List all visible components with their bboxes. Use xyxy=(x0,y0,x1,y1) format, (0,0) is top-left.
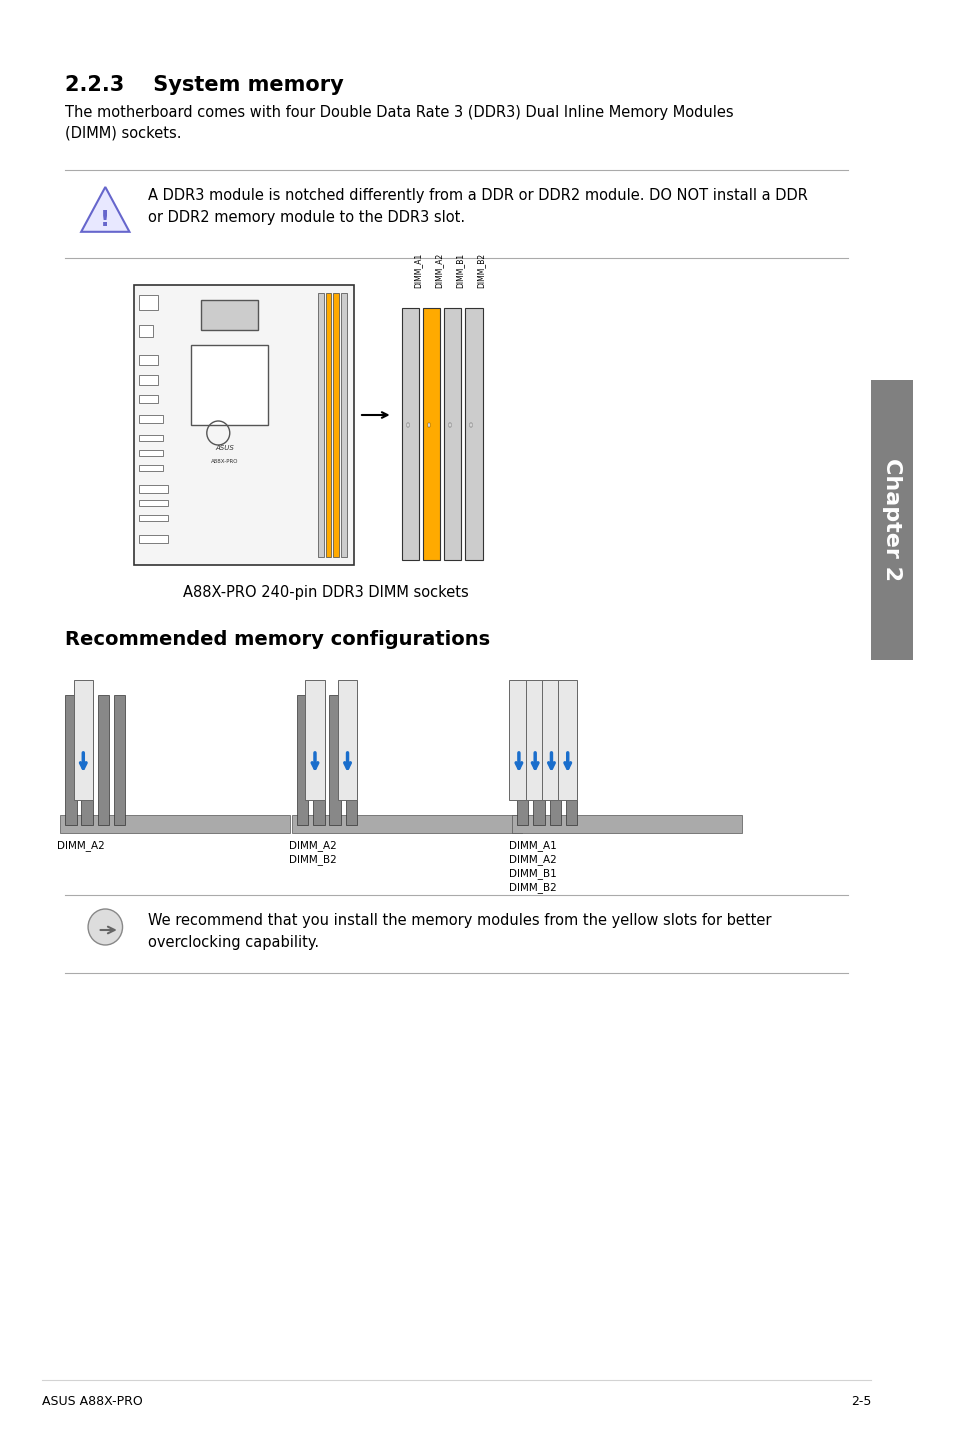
Bar xyxy=(81,695,92,825)
Bar xyxy=(139,535,168,544)
FancyBboxPatch shape xyxy=(133,285,354,565)
Bar xyxy=(407,423,409,427)
Bar xyxy=(423,308,440,559)
Text: 2.2.3    System memory: 2.2.3 System memory xyxy=(65,75,343,95)
Text: DIMM_A1: DIMM_A1 xyxy=(509,840,557,851)
Text: DIMM_A2: DIMM_A2 xyxy=(57,840,105,851)
Bar xyxy=(139,515,168,521)
Bar xyxy=(541,680,560,800)
Text: DIMM_A1: DIMM_A1 xyxy=(414,253,422,288)
Bar xyxy=(139,450,163,456)
Bar xyxy=(870,380,912,660)
Text: DIMM_B2: DIMM_B2 xyxy=(289,854,336,864)
Text: DIMM_B2: DIMM_B2 xyxy=(509,881,557,893)
Bar xyxy=(509,680,528,800)
Bar xyxy=(533,695,544,825)
Text: DIMM_A2: DIMM_A2 xyxy=(509,854,557,864)
Text: 2-5: 2-5 xyxy=(850,1395,870,1408)
Bar xyxy=(512,815,741,833)
Bar xyxy=(325,293,331,557)
Text: !: ! xyxy=(100,210,111,230)
Bar xyxy=(296,695,308,825)
Bar xyxy=(525,680,544,800)
Text: ASUS A88X-PRO: ASUS A88X-PRO xyxy=(42,1395,143,1408)
Text: DIMM_B1: DIMM_B1 xyxy=(509,869,557,879)
Bar xyxy=(317,293,323,557)
Bar xyxy=(139,464,163,472)
Bar xyxy=(305,680,324,800)
Text: DIMM_B2: DIMM_B2 xyxy=(476,253,485,288)
Bar xyxy=(449,423,451,427)
Bar xyxy=(517,695,528,825)
Text: DIMM_B1: DIMM_B1 xyxy=(456,253,464,288)
Bar xyxy=(558,680,577,800)
Bar xyxy=(139,500,168,506)
Bar xyxy=(65,695,76,825)
FancyArrowPatch shape xyxy=(100,926,114,933)
Text: DIMM_A2: DIMM_A2 xyxy=(435,253,443,288)
Polygon shape xyxy=(81,187,130,232)
Bar xyxy=(292,815,521,833)
Bar xyxy=(428,423,430,427)
Text: A88X-PRO 240-pin DDR3 DIMM sockets: A88X-PRO 240-pin DDR3 DIMM sockets xyxy=(182,585,468,600)
Bar xyxy=(73,680,92,800)
Bar xyxy=(139,295,158,311)
Text: The motherboard comes with four Double Data Rate 3 (DDR3) Dual Inline Memory Mod: The motherboard comes with four Double D… xyxy=(65,105,733,141)
Bar xyxy=(337,680,356,800)
Bar xyxy=(139,355,158,365)
Bar xyxy=(401,308,419,559)
Bar xyxy=(192,345,268,426)
Bar xyxy=(313,695,324,825)
Text: Recommended memory configurations: Recommended memory configurations xyxy=(65,630,490,649)
Bar xyxy=(340,293,346,557)
Bar xyxy=(465,308,482,559)
Bar xyxy=(470,423,472,427)
Bar xyxy=(139,395,158,403)
Bar xyxy=(201,301,258,329)
Bar xyxy=(97,695,109,825)
Bar xyxy=(113,695,125,825)
Bar xyxy=(139,485,168,493)
Text: Chapter 2: Chapter 2 xyxy=(882,459,902,581)
Bar xyxy=(139,375,158,385)
Bar xyxy=(60,815,290,833)
Bar xyxy=(139,436,163,441)
Bar xyxy=(345,695,356,825)
Circle shape xyxy=(88,909,122,945)
Bar xyxy=(444,308,461,559)
Text: ASUS: ASUS xyxy=(215,444,234,452)
Bar xyxy=(549,695,560,825)
Text: DIMM_A2: DIMM_A2 xyxy=(289,840,336,851)
Bar xyxy=(565,695,577,825)
Text: A88X-PRO: A88X-PRO xyxy=(211,459,238,464)
Bar xyxy=(333,293,338,557)
Bar xyxy=(329,695,340,825)
Bar xyxy=(139,325,153,336)
Text: We recommend that you install the memory modules from the yellow slots for bette: We recommend that you install the memory… xyxy=(149,913,771,951)
Bar xyxy=(139,416,163,423)
Text: A DDR3 module is notched differently from a DDR or DDR2 module. DO NOT install a: A DDR3 module is notched differently fro… xyxy=(149,188,807,226)
